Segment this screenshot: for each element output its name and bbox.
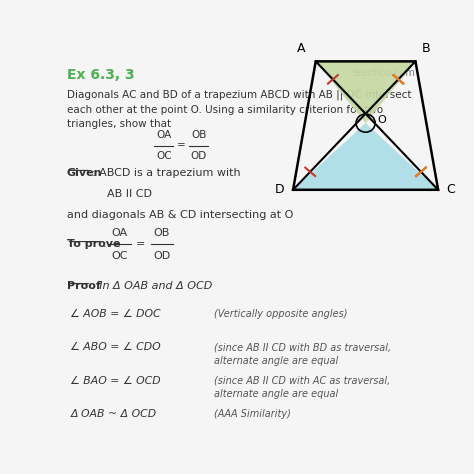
Text: OC: OC	[156, 151, 172, 162]
Text: :: :	[103, 239, 110, 249]
Text: ∠ BAO = ∠ OCD: ∠ BAO = ∠ OCD	[70, 376, 161, 386]
Text: OA: OA	[112, 228, 128, 237]
Text: C: C	[447, 183, 455, 196]
Text: =: =	[177, 141, 186, 151]
Text: (Vertically opposite angles): (Vertically opposite angles)	[213, 309, 347, 319]
Text: (since AB II CD with BD as traversal,
alternate angle are equal: (since AB II CD with BD as traversal, al…	[213, 342, 391, 366]
Text: OB: OB	[154, 228, 170, 237]
Text: ∠ ABO = ∠ CDO: ∠ ABO = ∠ CDO	[70, 342, 161, 352]
Text: To prove: To prove	[66, 239, 120, 249]
Text: Proof: Proof	[66, 282, 100, 292]
Text: Ex 6.3, 3: Ex 6.3, 3	[66, 68, 134, 82]
Text: (since AB II CD with AC as traversal,
alternate angle are equal: (since AB II CD with AC as traversal, al…	[213, 376, 390, 400]
Text: OD: OD	[191, 151, 207, 162]
Text: OD: OD	[153, 251, 170, 261]
Polygon shape	[316, 61, 416, 123]
Text: Diagonals AC and BD of a trapezium ABCD with AB || DC intersect
each other at th: Diagonals AC and BD of a trapezium ABCD …	[66, 90, 411, 129]
Text: OB: OB	[191, 130, 207, 140]
Text: O: O	[377, 115, 386, 125]
Text: Given: Given	[66, 168, 102, 178]
Text: AB II CD: AB II CD	[107, 190, 152, 200]
Text: OA: OA	[156, 130, 172, 140]
Text: A: A	[297, 42, 306, 55]
Text: : ABCD is a trapezium with: : ABCD is a trapezium with	[91, 168, 240, 178]
Text: =: =	[136, 239, 146, 249]
Text: Δ OAB ~ Δ OCD: Δ OAB ~ Δ OCD	[70, 410, 156, 419]
Text: B: B	[422, 42, 431, 55]
Text: D: D	[275, 183, 285, 196]
Text: teachoo.com: teachoo.com	[353, 68, 416, 78]
Text: and diagonals AB & CD intersecting at O: and diagonals AB & CD intersecting at O	[66, 210, 293, 220]
Text: OC: OC	[111, 251, 128, 261]
Text: ∠ AOB = ∠ DOC: ∠ AOB = ∠ DOC	[70, 309, 161, 319]
Text: (AAA Similarity): (AAA Similarity)	[213, 410, 291, 419]
Polygon shape	[293, 123, 438, 190]
Text: : In Δ OAB and Δ OCD: : In Δ OAB and Δ OCD	[92, 282, 213, 292]
